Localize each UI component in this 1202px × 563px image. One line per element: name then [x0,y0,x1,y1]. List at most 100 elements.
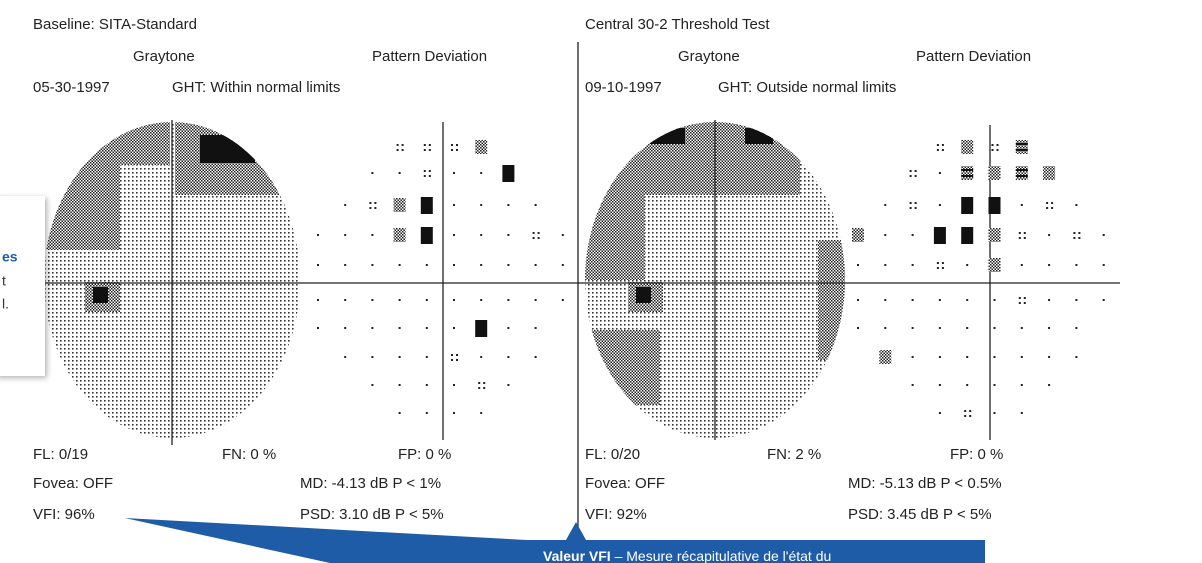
md: MD: -4.13 dB P < 1% [300,475,441,492]
pd-symbol [534,327,537,329]
pd-symbol [884,234,887,236]
date: 05-30-1997 [33,79,110,96]
pd-symbol [1015,166,1028,180]
graytone-label: Graytone [133,48,195,65]
pd-symbol [1020,204,1023,206]
psd: PSD: 3.45 dB P < 5% [848,506,992,523]
pd-symbol [423,175,426,177]
callout-box [527,540,985,563]
callout-pointer [566,522,586,540]
pd-symbol [857,327,859,329]
pd-symbol [1048,384,1051,386]
fovea: Fovea: OFF [33,475,113,492]
pd-symbol [1023,297,1026,299]
pd-symbol [1020,384,1023,386]
pd-symbol [453,204,455,206]
pd-symbol [884,204,887,206]
vfi: VFI: 96% [33,506,95,523]
pd-symbol [534,204,537,206]
pd-symbol [371,234,374,236]
pd-symbol [423,149,426,151]
callout-bold: Valeur VFI [543,548,611,563]
pd-symbol [966,299,969,301]
pd-symbol [1075,299,1078,301]
pd-symbol [964,410,967,412]
pd-symbol [914,202,917,204]
pd-symbol [961,140,974,154]
pd-symbol [993,412,996,414]
pd-symbol [1048,327,1051,329]
callout-text: Valeur VFI – Mesure récapitulative de l'… [543,548,831,563]
pd-symbol [988,258,1001,272]
pd-symbol [969,415,972,417]
pd-symbol [480,299,483,301]
pd-symbol [398,327,401,329]
pd-symbol [480,264,483,266]
pd-symbol [938,172,941,174]
pd-symbol [1015,169,1028,177]
pd-symbol [1078,232,1081,234]
pd-symbol [1048,264,1051,266]
pd-symbol [993,384,996,386]
pd-symbol [1020,327,1023,329]
pd-symbol [344,234,347,236]
graytone-label: Graytone [678,48,740,65]
pd-symbol [344,299,347,301]
pattern-deviation-symbols [317,140,1105,417]
pd-symbol [532,237,535,239]
pd-symbol [988,228,1001,242]
pd-symbol [1048,356,1051,358]
pd-symbol [507,384,510,386]
pd-symbol [398,356,401,358]
pd-symbol [1015,140,1028,154]
pd-symbol [1043,166,1056,180]
pd-symbol [451,354,453,356]
date: 09-10-1997 [585,79,662,96]
pd-symbol [478,382,481,384]
pd-symbol [1046,207,1049,209]
pd-symbol [1102,234,1105,236]
pd-symbol [561,264,564,266]
ght: GHT: Outside normal limits [718,79,896,96]
pd-symbol [1020,412,1023,414]
pd-symbol [911,327,914,329]
pd-symbol [396,149,399,151]
pd-symbol [371,356,374,358]
pd-symbol [993,327,996,329]
pd-symbol [1075,204,1078,206]
pd-symbol [507,264,510,266]
pd-symbol [507,327,510,329]
pd-symbol [537,237,540,239]
pd-symbol [1051,202,1054,204]
pd-symbol [911,384,914,386]
pd-symbol [961,169,974,177]
pd-symbol [374,202,377,204]
pd-symbol [480,234,483,236]
pd-symbol [993,299,996,301]
pd-symbol [964,415,967,417]
pd-symbol [401,149,404,151]
pd-symbol [961,166,974,180]
pd-symbol [938,412,941,414]
pd-symbol [938,356,941,358]
fl: FL: 0/19 [33,446,88,463]
pd-symbol [425,384,428,386]
pd-symbol [374,207,377,209]
header: Central 30-2 Threshold Test [585,16,770,33]
pd-symbol [401,144,404,146]
pd-symbol [420,227,433,244]
pd-symbol [884,327,887,329]
pd-symbol [1023,232,1026,234]
pd-symbol [537,232,540,234]
header: Baseline: SITA-Standard [33,16,197,33]
pd-symbol [453,384,455,386]
graytone-left [44,122,300,438]
pd-symbol [941,262,944,264]
pd-symbol [991,149,994,151]
pd-symbol [938,299,941,301]
pd-symbol [428,175,431,177]
pd-symbol [456,149,458,151]
pd-symbol [507,204,510,206]
pd-symbol [398,412,401,414]
